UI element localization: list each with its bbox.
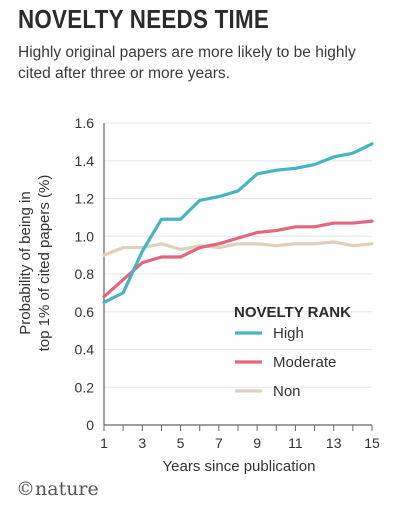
series-line-non [102,240,374,257]
legend-title: NOVELTY RANK [234,304,351,321]
nature-logo: ©nature [16,478,99,500]
y-axis-label-line-2: top 1% of cited papers (%) [36,175,53,352]
y-tick-label: 0.8 [75,266,95,282]
legend-label-non: Non [273,383,301,400]
series-line-moderate [102,219,374,299]
legend-label-high: High [273,325,304,342]
y-tick-label: 1.0 [75,228,95,244]
copyright-symbol: © [16,478,35,500]
x-tick-label: 11 [288,435,303,451]
series-line-high [102,142,374,304]
y-tick-label: 0.2 [75,379,95,395]
legend-label-moderate: Moderate [273,354,336,371]
y-tick-label: 1.2 [75,191,95,207]
x-axis-label: Years since publication [163,458,316,475]
x-tick-label: 5 [177,435,185,451]
y-tick-label: 0 [86,417,94,433]
y-tick-label: 1.6 [75,115,95,131]
x-tick-label: 15 [364,435,380,451]
series-lines [102,142,374,304]
y-tick-label: 0.4 [75,342,95,358]
x-tick-label: 9 [253,435,261,451]
x-tick-label: 13 [326,435,342,451]
legend: NOVELTY RANK High Moderate Non [234,304,351,400]
grid-lines [104,122,372,388]
y-tick-label: 0.6 [75,304,95,320]
x-tick-label: 1 [100,435,108,451]
axes: 00.20.40.60.81.01.21.41.61 3 5 7 9 11 13 15 [75,115,380,451]
chart-title: NOVELTY NEEDS TIME [18,4,270,34]
chart-subtitle: Highly original papers are more likely t… [18,44,356,82]
y-axis-label-line-1: Probability of being in [17,191,34,334]
x-tick-label: 7 [215,435,223,451]
y-tick-label: 1.4 [75,153,95,169]
y-axis-label: Probability of being in top 1% of cited … [17,175,53,352]
x-tick-label: 3 [138,435,146,451]
logo-text: nature [35,478,99,500]
